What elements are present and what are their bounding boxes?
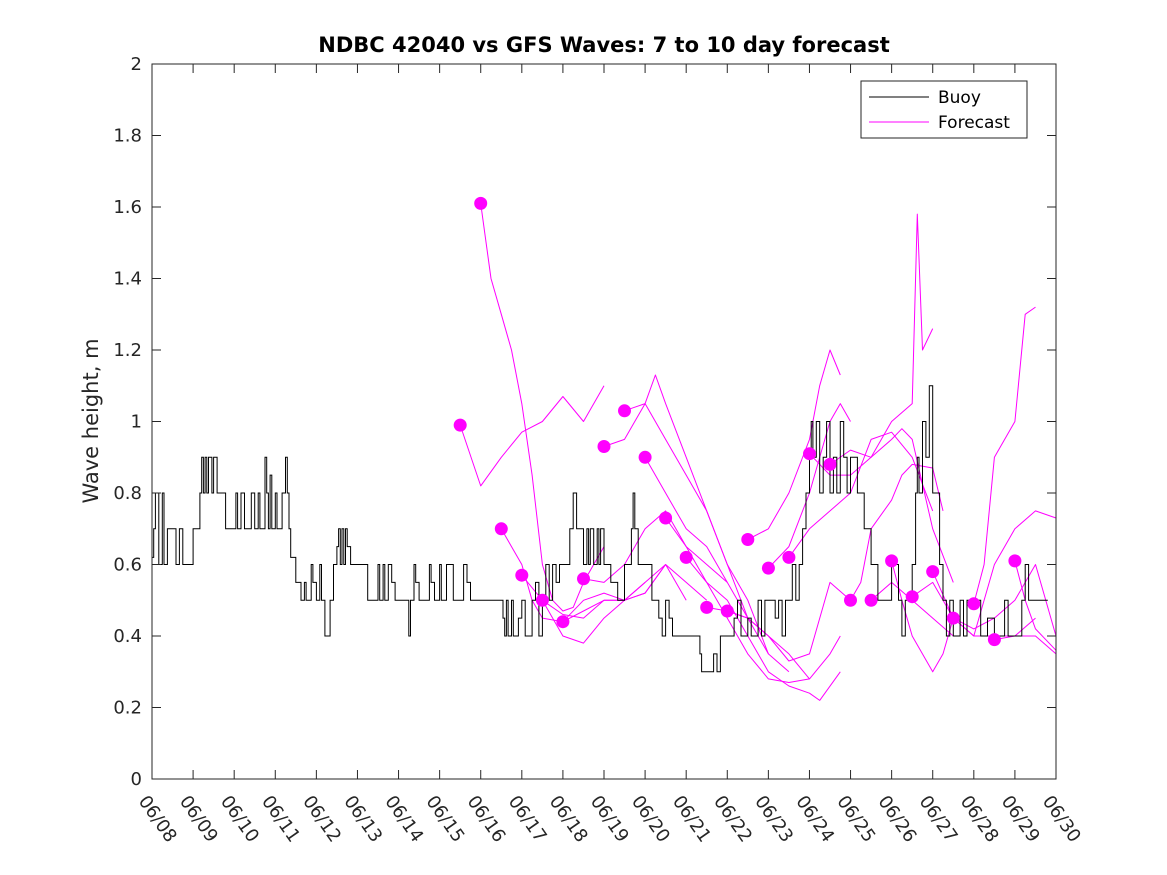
- forecast-initial-marker: [659, 511, 673, 525]
- y-tick-label: 1.4: [113, 269, 142, 290]
- forecast-run-line: [994, 635, 1057, 655]
- y-tick-label: 2: [131, 54, 142, 75]
- forecast-run-line: [850, 463, 944, 601]
- forecast-initial-marker: [474, 196, 488, 210]
- forecast-initial-marker: [741, 533, 755, 546]
- forecast-initial-marker: [577, 572, 590, 586]
- forecast-run-line: [829, 213, 934, 465]
- forecast-run-line: [644, 457, 790, 673]
- legend-buoy-label: Buoy: [938, 88, 981, 108]
- forecast-initial-marker: [823, 457, 837, 471]
- buoy-series: [152, 385, 1048, 673]
- y-axis-label: Wave height, m: [79, 338, 103, 503]
- forecast-initial-marker: [638, 450, 652, 464]
- y-tick-label: 0.4: [113, 626, 142, 647]
- forecast-initial-marker: [885, 554, 899, 568]
- forecast-initial-marker: [453, 418, 467, 432]
- forecast-initial-marker: [905, 590, 919, 604]
- y-tick-label: 1.8: [113, 126, 142, 147]
- legend-box: [860, 80, 1028, 139]
- forecast-run-line: [973, 306, 1036, 604]
- forecast-run-line: [562, 564, 708, 623]
- forecast-run-line: [583, 510, 728, 583]
- buoy-line: [152, 385, 1048, 673]
- forecast-initial-marker: [556, 615, 570, 629]
- forecast-initial-marker: [967, 597, 981, 611]
- forecast-run-line: [459, 385, 605, 487]
- forecast-initial-marker: [515, 568, 529, 582]
- forecast-series: [459, 203, 1057, 701]
- forecast-initial-marker: [720, 604, 734, 618]
- forecast-initial-marker: [535, 593, 549, 607]
- forecast-initial-points: [453, 196, 1022, 647]
- forecast-run-line: [624, 403, 769, 655]
- y-tick-label: 0.2: [113, 698, 142, 719]
- y-tick-label: 1: [131, 412, 142, 433]
- legend-forecast-label: Forecast: [938, 113, 1010, 133]
- chart-title: NDBC 42040 vs GFS Waves: 7 to 10 day for…: [318, 33, 889, 57]
- forecast-initial-marker: [864, 593, 878, 607]
- forecast-initial-marker: [679, 550, 693, 564]
- forecast-initial-marker: [803, 447, 816, 461]
- forecast-run-line: [952, 510, 1057, 637]
- y-axis: 0 0.2 0.4 0.6 0.8 1 1.2 1.4 1.6 1.8 2: [113, 54, 1056, 790]
- y-tick-label: 1.6: [113, 197, 142, 218]
- forecast-initial-marker: [926, 565, 940, 579]
- y-tick-label: 1.2: [113, 340, 142, 361]
- forecast-initial-marker: [987, 633, 1001, 647]
- forecast-run-line: [891, 560, 954, 673]
- plot-area: [152, 64, 1056, 779]
- forecast-initial-marker: [782, 550, 796, 564]
- forecast-run-line: [685, 557, 841, 701]
- forecast-run-line: [1014, 560, 1057, 651]
- y-tick-label: 0.8: [113, 483, 142, 504]
- forecast-initial-marker: [946, 611, 960, 625]
- forecast-run-line: [747, 349, 841, 540]
- legend: Buoy Forecast: [860, 80, 1028, 139]
- forecast-initial-marker: [618, 404, 631, 418]
- forecast-initial-marker: [494, 522, 508, 536]
- forecast-initial-marker: [761, 561, 775, 575]
- forecast-initial-marker: [597, 440, 611, 453]
- y-tick-label: 0.6: [113, 555, 142, 576]
- y-tick-label: 0: [131, 769, 142, 790]
- forecast-initial-marker: [844, 593, 857, 607]
- forecast-initial-marker: [700, 600, 714, 614]
- forecast-initial-marker: [1008, 554, 1022, 568]
